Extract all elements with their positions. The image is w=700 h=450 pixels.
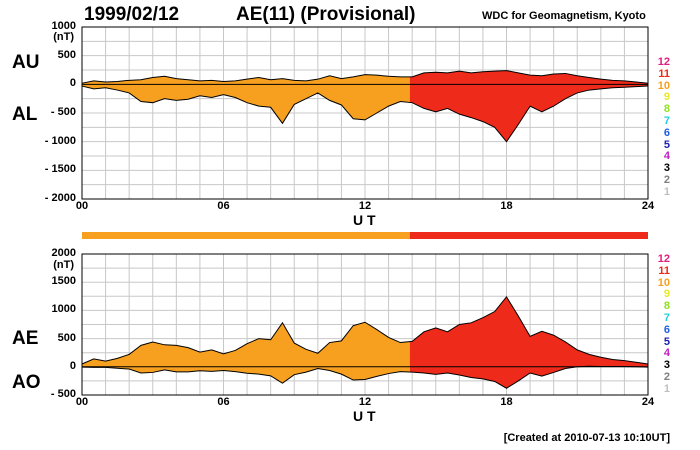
x-tick-label: 18 <box>500 200 513 212</box>
organization-label: WDC for Geomagnetism, Kyoto <box>482 10 646 22</box>
y-tick-label: 1500 <box>51 275 76 288</box>
x-tick-label: 06 <box>217 200 230 212</box>
station-bar-segment-10 <box>409 232 648 239</box>
y-tick-label: - 1000 <box>44 134 76 147</box>
legend-station-count: 10 <box>657 79 670 92</box>
panel-0 <box>81 26 649 200</box>
y-tick-label: 500 <box>57 331 76 344</box>
legend-station-count: 4 <box>663 347 670 360</box>
legend-station-count: 1 <box>663 185 670 198</box>
x-tick-label: 24 <box>641 200 655 212</box>
unit-label: (nT) <box>53 31 74 43</box>
panel-label-ao: AO <box>12 372 41 393</box>
x-tick-label: 06 <box>217 396 230 408</box>
y-tick-label: - 2000 <box>44 192 76 204</box>
x-tick-label: 12 <box>358 200 372 212</box>
x-tick-label: 12 <box>358 396 372 408</box>
plot-frame <box>81 26 649 200</box>
legend-station-count: 8 <box>663 103 670 116</box>
x-axis-label: U T <box>353 212 376 228</box>
panel-1 <box>81 253 649 396</box>
y-tick-label: 1000 <box>51 303 76 316</box>
legend-station-count: 11 <box>658 264 670 277</box>
y-tick-label: 0 <box>69 359 76 372</box>
legend-station-count: 2 <box>663 371 670 383</box>
created-timestamp: [Created at 2010-07-13 10:10UT] <box>503 432 670 444</box>
unit-label: (nT) <box>53 259 74 271</box>
legend-station-count: 7 <box>663 312 670 324</box>
area-fill-11-stations <box>82 322 410 384</box>
legend-station-count: 4 <box>663 150 670 163</box>
panel-label-al: AL <box>12 104 38 125</box>
legend-station-count: 8 <box>663 300 670 313</box>
legend-station-count: 5 <box>663 138 670 151</box>
y-tick-label: 2000 <box>51 247 76 259</box>
x-tick-label: 18 <box>500 396 513 408</box>
area-fill-10-stations <box>409 296 648 389</box>
y-tick-label: 0 <box>69 77 76 90</box>
date-title: 1999/02/12 <box>84 4 180 25</box>
legend-station-count: 2 <box>663 174 670 186</box>
station-count-bar <box>82 232 648 239</box>
legend-station-count: 11 <box>658 67 670 80</box>
legend-station-count: 7 <box>663 115 670 127</box>
area-fill-11-stations <box>82 74 410 124</box>
y-tick-label: - 500 <box>50 388 76 400</box>
legend-station-count: 6 <box>663 126 670 139</box>
series-line-ae <box>81 295 649 365</box>
legend-station-count: 1 <box>663 382 670 395</box>
chart-title: AE(11) (Provisional) <box>236 4 416 25</box>
station-bar-segment-11 <box>82 232 410 239</box>
legend-station-count: 9 <box>663 91 670 104</box>
legend-station-count: 12 <box>657 253 670 265</box>
y-tick-label: 500 <box>57 48 76 61</box>
panel-label-au: AU <box>12 52 40 73</box>
legend-station-count: 5 <box>663 335 670 348</box>
legend-station-count: 10 <box>657 276 670 289</box>
x-axis-label: U T <box>353 408 376 424</box>
x-tick-label: 00 <box>75 200 89 212</box>
plot-frame <box>81 253 649 396</box>
legend-station-count: 12 <box>657 56 670 68</box>
x-tick-label: 24 <box>641 396 655 408</box>
series-line-al <box>81 85 649 143</box>
legend-station-count: 3 <box>663 162 670 175</box>
series-line-ao <box>81 365 649 389</box>
legend-station-count: 6 <box>663 323 670 336</box>
area-fill-10-stations <box>409 70 648 142</box>
y-tick-label: 1000 <box>51 20 76 32</box>
panel-label-ae: AE <box>12 328 39 349</box>
y-tick-label: - 500 <box>50 106 76 118</box>
x-tick-label: 00 <box>75 396 89 408</box>
y-tick-label: - 1500 <box>44 163 76 176</box>
legend-station-count: 9 <box>663 288 670 301</box>
series-line-au <box>81 70 649 84</box>
legend-station-count: 3 <box>663 359 670 372</box>
